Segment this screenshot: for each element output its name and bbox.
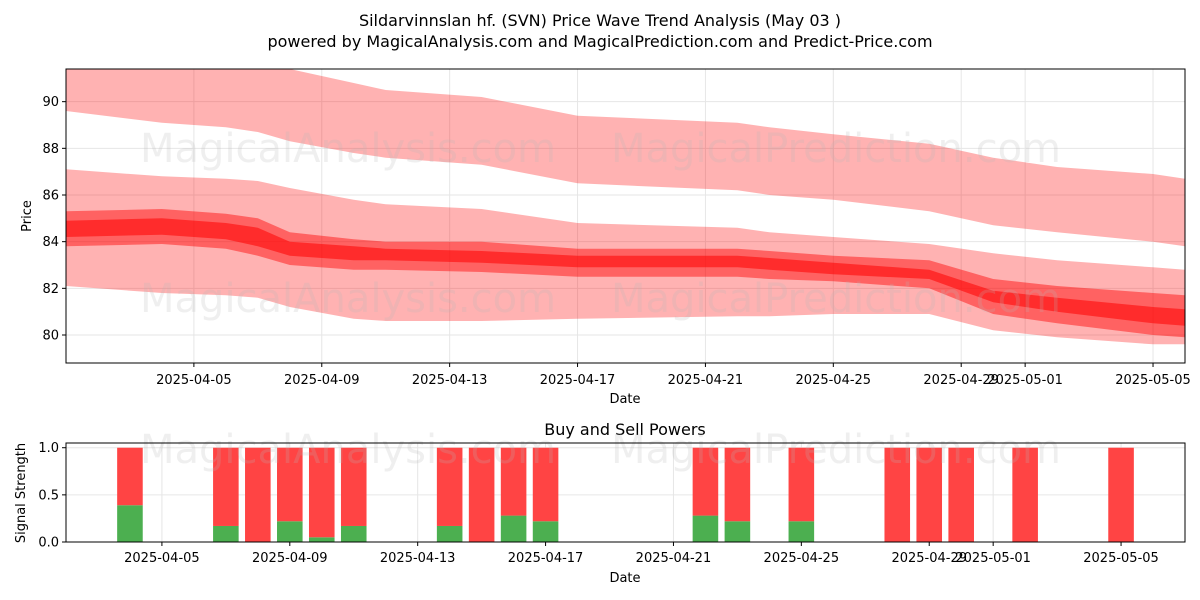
- price-x-tick-label: 2025-04-09: [284, 373, 360, 388]
- watermark-right-top: MagicalPrediction.com: [611, 126, 1061, 172]
- signal-x-tick-label: 2025-04-17: [508, 551, 584, 566]
- price-y-label: Price: [20, 200, 35, 232]
- signal-x-tick-label: 2025-04-13: [380, 551, 456, 566]
- buy-bar: [500, 515, 527, 542]
- signal-x-tick-label: 2025-04-21: [636, 551, 712, 566]
- price-y-tick-label: 82: [42, 282, 59, 297]
- buy-bar: [436, 525, 463, 542]
- sell-bar: [213, 447, 239, 526]
- sell-bar: [692, 447, 719, 516]
- signal-y-tick-label: 0.0: [38, 536, 59, 551]
- sell-bar: [308, 447, 335, 538]
- signal-axes-frame: [65, 442, 1186, 543]
- sell-bar: [724, 447, 751, 522]
- buy-bar: [532, 521, 559, 542]
- chart-subtitle: powered by MagicalAnalysis.com and Magic…: [267, 32, 932, 51]
- sell-bar: [948, 447, 974, 542]
- price-x-tick-label: 2025-05-05: [1115, 373, 1191, 388]
- price-y-tick-label: 86: [42, 189, 59, 204]
- band-wave-trend: [66, 209, 1185, 338]
- sell-bar: [245, 447, 271, 542]
- watermark-left-mid: MagicalAnalysis.com: [140, 276, 556, 322]
- buy-bar: [692, 515, 719, 542]
- price-y-ticks: 80 82 84 86 88 90: [42, 95, 66, 344]
- sell-bar: [436, 447, 463, 526]
- price-x-label: Date: [609, 392, 640, 407]
- signal-title: Buy and Sell Powers: [544, 420, 706, 439]
- signal-panel: Buy and Sell Powers MagicalAnalysis.com …: [14, 420, 1186, 586]
- price-y-tick-label: 84: [42, 235, 59, 250]
- price-panel: MagicalAnalysis.com MagicalPrediction.co…: [20, 68, 1191, 407]
- signal-x-tick-label: 2025-04-25: [764, 551, 840, 566]
- price-x-ticks: 2025-04-05 2025-04-09 2025-04-13 2025-04-17…: [156, 363, 1191, 388]
- price-y-tick-label: 80: [42, 329, 59, 344]
- price-x-tick-label: 2025-05-01: [987, 373, 1063, 388]
- buy-bar: [724, 521, 751, 542]
- watermark-left-top: MagicalAnalysis.com: [140, 126, 556, 172]
- sell-bar: [277, 447, 303, 522]
- sell-bar: [1108, 447, 1134, 542]
- price-axes-frame: [65, 68, 1186, 364]
- buy-bar: [308, 537, 335, 542]
- watermark-right-mid: MagicalPrediction.com: [611, 276, 1061, 322]
- buy-bar: [788, 521, 815, 542]
- signal-x-tick-label: 2025-04-05: [124, 551, 200, 566]
- price-x-tick-label: 2025-04-13: [412, 373, 488, 388]
- sell-bar: [117, 447, 143, 506]
- price-x-tick-label: 2025-04-25: [796, 373, 872, 388]
- price-x-tick-label: 2025-04-05: [156, 373, 232, 388]
- signal-x-label: Date: [609, 571, 640, 586]
- sell-bar: [532, 447, 559, 522]
- signal-x-tick-label: 2025-04-29: [891, 551, 967, 566]
- watermark-left-bottom: MagicalAnalysis.com: [140, 427, 556, 473]
- signal-y-label: Signal Strength: [14, 443, 29, 543]
- sell-bar: [1012, 447, 1038, 542]
- buy-bar: [213, 525, 239, 542]
- price-x-tick-label: 2025-04-21: [668, 373, 744, 388]
- sell-bar: [340, 447, 367, 526]
- sell-bar: [468, 447, 495, 542]
- watermark-right-bottom: MagicalPrediction.com: [611, 427, 1061, 473]
- band-upper-band: [66, 69, 1185, 247]
- sell-bar: [916, 447, 943, 542]
- signal-y-tick-label: 1.0: [38, 441, 59, 456]
- price-x-tick-label: 2025-04-17: [540, 373, 616, 388]
- signal-x-tick-label: 2025-05-01: [955, 551, 1031, 566]
- buy-bar: [340, 525, 367, 542]
- chart-title: Sildarvinnslan hf. (SVN) Price Wave Tren…: [359, 11, 841, 30]
- signal-y-tick-label: 0.5: [38, 488, 59, 503]
- buy-bar: [117, 505, 143, 542]
- price-x-tick-label: 2025-04-29: [923, 373, 999, 388]
- price-y-tick-label: 88: [42, 142, 59, 157]
- price-y-tick-label: 90: [42, 95, 59, 110]
- signal-x-tick-label: 2025-04-09: [252, 551, 328, 566]
- sell-bar: [788, 447, 815, 522]
- signal-y-ticks: 0.0 0.5 1.0: [38, 441, 66, 551]
- sell-bar: [500, 447, 527, 516]
- signal-x-tick-label: 2025-05-05: [1083, 551, 1159, 566]
- band-wave-core: [66, 218, 1185, 326]
- sell-bar: [884, 447, 911, 542]
- price-bands: [66, 69, 1185, 345]
- buy-bar: [277, 521, 303, 542]
- signal-x-ticks: 2025-04-05 2025-04-09 2025-04-13 2025-04-17…: [124, 542, 1159, 566]
- signal-bars: [117, 447, 1134, 542]
